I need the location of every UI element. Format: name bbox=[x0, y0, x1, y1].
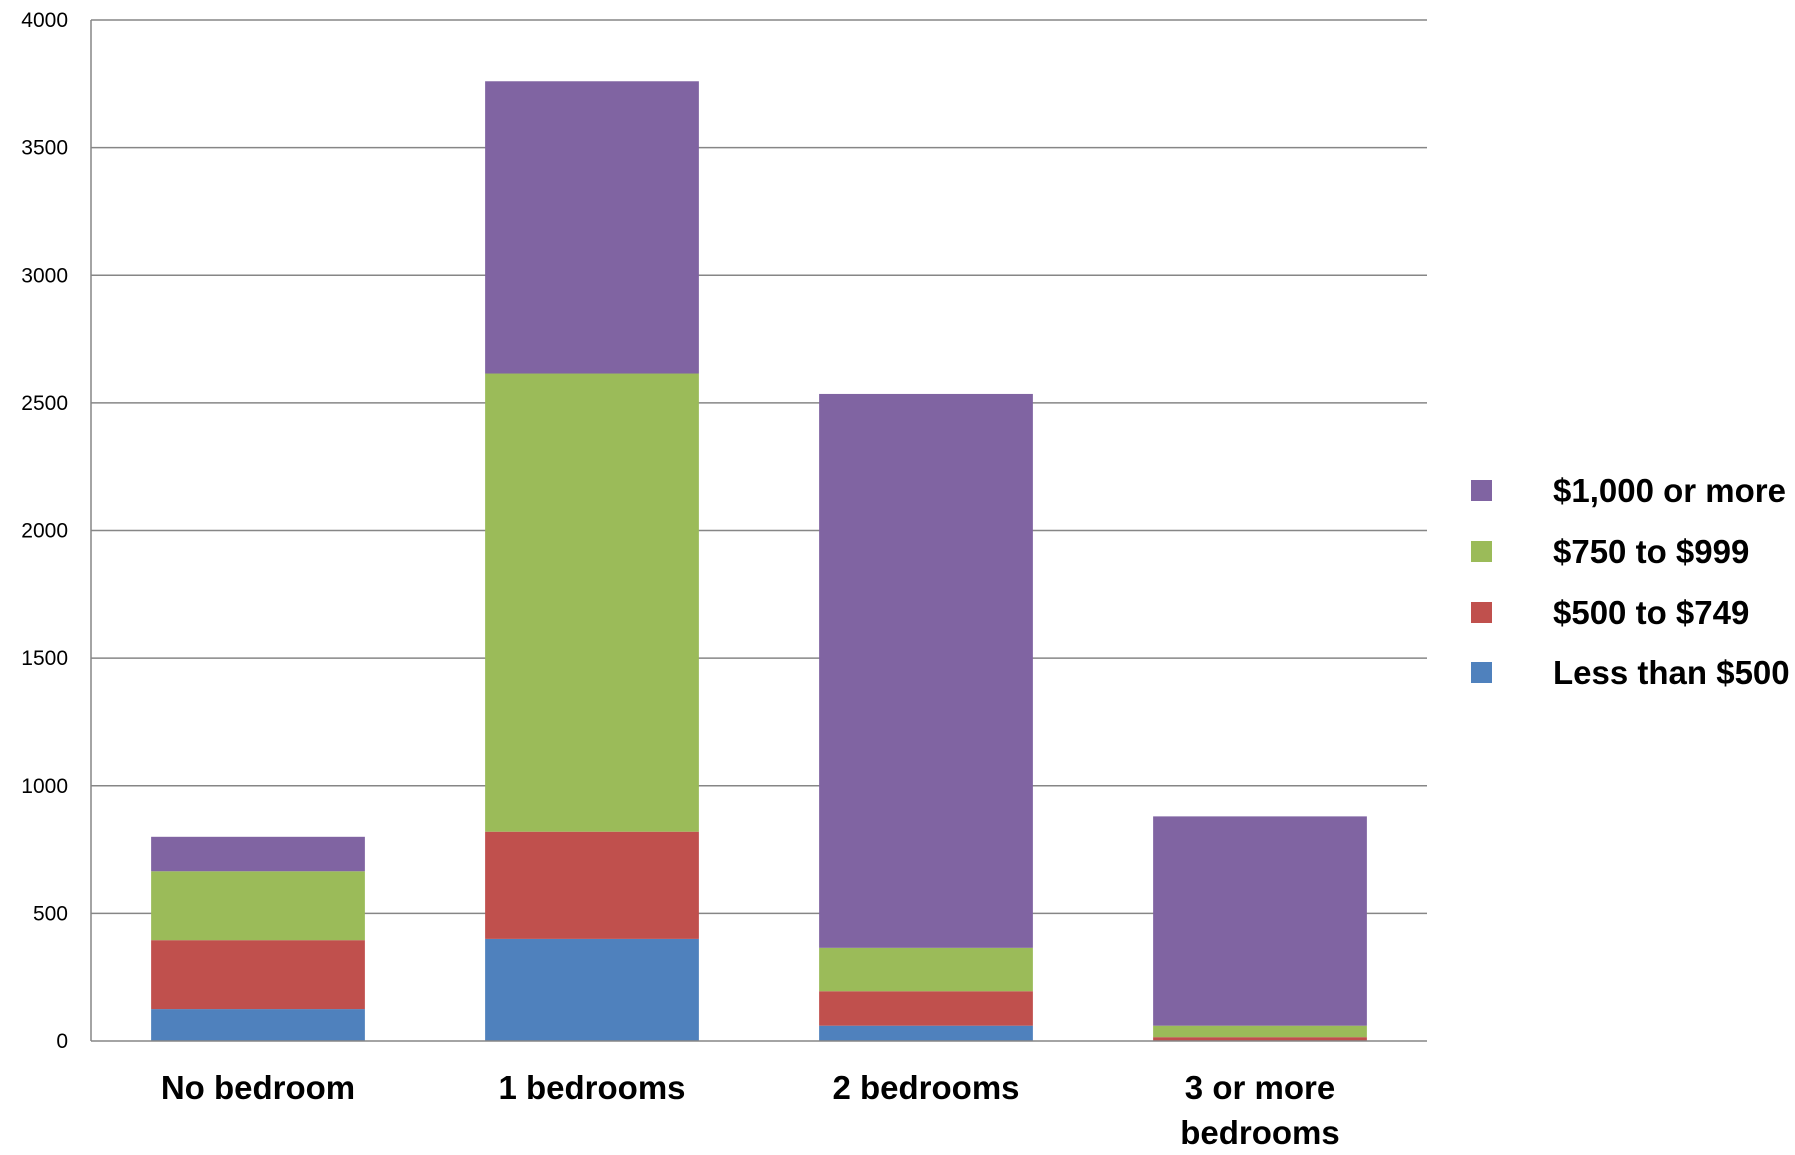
legend-label: $750 to $999 bbox=[1553, 533, 1749, 570]
y-tick-label: 1000 bbox=[21, 775, 68, 798]
legend-item: Less than $500 bbox=[1471, 654, 1790, 691]
axes bbox=[90, 20, 1427, 1042]
x-tick-label-line: No bedroom bbox=[161, 1069, 355, 1106]
x-tick-label-line: 2 bedrooms bbox=[832, 1069, 1019, 1106]
legend-label: Less than $500 bbox=[1553, 654, 1790, 691]
legend-item: $1,000 or more bbox=[1471, 472, 1786, 509]
bar-segment bbox=[819, 393, 1033, 948]
x-tick-label: 3 or more bedrooms bbox=[1180, 1069, 1340, 1150]
x-tick-label-line: bedrooms bbox=[1180, 1114, 1340, 1150]
x-tick-label: 2 bedrooms bbox=[832, 1069, 1019, 1106]
bar-segment bbox=[1153, 816, 1367, 1026]
bar-segment bbox=[819, 991, 1033, 1026]
bar-segment bbox=[819, 947, 1033, 992]
bar-segment bbox=[151, 836, 365, 872]
bar-segment bbox=[151, 1009, 365, 1041]
legend-item: $500 to $749 bbox=[1471, 594, 1749, 631]
legend-label: $500 to $749 bbox=[1553, 594, 1749, 631]
bar-segment bbox=[485, 81, 699, 374]
y-axis-tick-labels: 0 500 1000 1500 2000 2500 3000 3500 4000 bbox=[21, 9, 68, 1053]
bar-segment bbox=[485, 373, 699, 832]
x-tick-label-line: 3 or more bbox=[1185, 1069, 1335, 1106]
bar-segment bbox=[819, 1025, 1033, 1041]
bar-segment bbox=[485, 938, 699, 1041]
legend: $1,000 or more $750 to $999 $500 to $749 Le… bbox=[1471, 472, 1790, 691]
bar-segment bbox=[151, 940, 365, 1010]
legend-item: $750 to $999 bbox=[1471, 533, 1749, 570]
legend-swatch bbox=[1471, 480, 1492, 501]
x-tick-label: No bedroom bbox=[161, 1069, 355, 1106]
y-tick-label: 1500 bbox=[21, 647, 68, 670]
legend-swatch bbox=[1471, 662, 1492, 683]
y-tick-label: 2500 bbox=[21, 392, 68, 415]
y-tick-label: 4000 bbox=[21, 9, 68, 32]
legend-label: $1,000 or more bbox=[1553, 472, 1786, 509]
y-tick-label: 3000 bbox=[21, 264, 68, 287]
bar-segment bbox=[1153, 1025, 1367, 1038]
legend-swatch bbox=[1471, 541, 1492, 562]
bars bbox=[151, 81, 1367, 1041]
gridlines bbox=[91, 19, 1427, 915]
bar-segment bbox=[151, 871, 365, 941]
y-tick-label: 2000 bbox=[21, 520, 68, 543]
x-tick-label: 1 bedrooms bbox=[498, 1069, 685, 1106]
y-tick-label: 500 bbox=[33, 902, 68, 925]
x-axis-tick-labels: No bedroom 1 bedrooms 2 bedrooms 3 or more b… bbox=[161, 1069, 1340, 1151]
bar-segment bbox=[485, 831, 699, 939]
bar-segment bbox=[1153, 1037, 1367, 1041]
y-tick-label: 3500 bbox=[21, 137, 68, 160]
legend-swatch bbox=[1471, 602, 1492, 623]
x-tick-label-line: 1 bedrooms bbox=[498, 1069, 685, 1106]
y-tick-label: 0 bbox=[56, 1030, 68, 1053]
